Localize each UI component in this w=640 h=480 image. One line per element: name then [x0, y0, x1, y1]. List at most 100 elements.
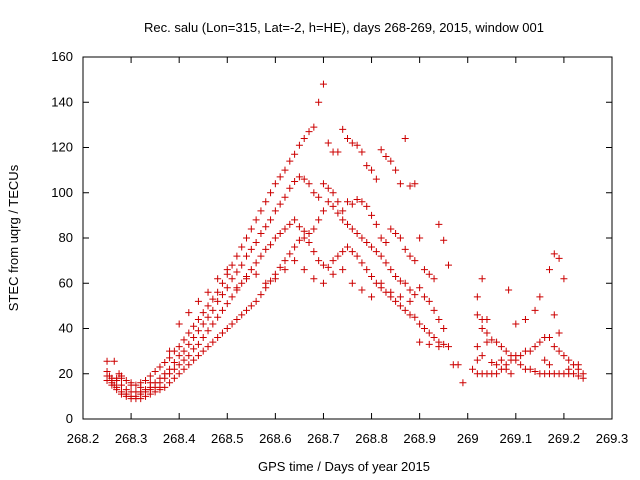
data-point: [228, 320, 236, 328]
data-point: [517, 352, 525, 360]
data-point: [142, 377, 150, 385]
data-point: [305, 180, 313, 188]
data-point: [348, 225, 356, 233]
data-point: [117, 374, 125, 382]
data-point: [315, 98, 323, 106]
data-point: [344, 220, 351, 228]
data-point: [358, 259, 366, 267]
y-tick-label: 80: [59, 230, 73, 245]
y-tick-label: 120: [51, 140, 73, 155]
data-point: [166, 354, 174, 362]
data-point: [368, 243, 376, 251]
data-point: [425, 297, 433, 305]
data-point: [300, 134, 308, 142]
data-point: [411, 291, 419, 299]
data-point: [545, 334, 553, 342]
data-point: [488, 336, 496, 344]
data-point: [276, 229, 284, 237]
data-point: [382, 259, 390, 267]
data-point: [401, 306, 409, 314]
data-point: [560, 352, 568, 360]
data-point: [310, 225, 318, 233]
data-point: [497, 356, 505, 364]
data-point: [223, 300, 231, 308]
data-point: [505, 286, 513, 294]
data-point: [339, 207, 347, 215]
data-point: [536, 293, 544, 301]
data-point: [204, 288, 212, 296]
data-point: [267, 216, 275, 224]
data-point: [319, 261, 327, 269]
data-point: [435, 315, 443, 323]
data-point: [252, 297, 260, 305]
data-point: [550, 311, 558, 319]
data-point: [243, 306, 251, 314]
y-tick-label: 140: [51, 94, 73, 109]
data-point: [541, 356, 549, 364]
data-point: [281, 166, 289, 174]
data-point: [324, 184, 332, 192]
data-point: [406, 182, 414, 190]
data-point: [204, 313, 212, 321]
data-point: [430, 275, 438, 283]
data-point: [190, 356, 198, 364]
x-tick-label: 268.5: [211, 431, 244, 446]
data-point: [401, 279, 409, 287]
data-point: [565, 365, 573, 373]
data-point: [209, 338, 217, 346]
data-point: [334, 198, 342, 206]
data-point: [291, 216, 299, 224]
data-point: [146, 372, 154, 380]
data-point: [238, 279, 246, 287]
data-point: [526, 365, 534, 373]
data-point: [411, 257, 419, 265]
data-point: [315, 193, 323, 201]
x-tick-label: 268.4: [163, 431, 196, 446]
data-point: [271, 275, 279, 283]
data-point: [295, 236, 303, 244]
data-point: [127, 379, 135, 387]
data-point: [228, 275, 236, 283]
x-tick-label: 269.2: [548, 431, 581, 446]
data-point: [267, 241, 275, 249]
data-point: [161, 358, 169, 366]
data-point: [103, 377, 111, 385]
data-point: [262, 223, 270, 231]
data-point: [238, 261, 246, 269]
x-axis-label: GPS time / Days of year 2015: [258, 459, 430, 474]
x-tick-label: 268.9: [403, 431, 436, 446]
data-point: [310, 123, 318, 131]
data-point: [252, 259, 260, 267]
x-tick-label: 269.1: [500, 431, 533, 446]
x-tick-label: 268.2: [67, 431, 100, 446]
data-point: [142, 392, 150, 400]
data-point: [348, 248, 356, 256]
data-point: [406, 286, 414, 294]
data-point: [358, 234, 366, 242]
data-point: [531, 306, 539, 314]
data-points: [103, 80, 587, 403]
data-point: [247, 266, 255, 274]
data-point: [156, 383, 164, 391]
data-point: [372, 175, 380, 183]
y-tick-label: 160: [51, 49, 73, 64]
y-tick-label: 40: [59, 321, 73, 336]
data-point: [507, 370, 515, 378]
data-point: [257, 252, 265, 260]
data-point: [521, 315, 529, 323]
data-point: [401, 134, 409, 142]
data-point: [368, 211, 376, 219]
y-tick-label: 100: [51, 185, 73, 200]
data-point: [199, 320, 207, 328]
data-point: [353, 229, 361, 237]
data-point: [305, 128, 313, 136]
data-point: [281, 266, 289, 274]
data-point: [339, 216, 347, 224]
data-point: [110, 357, 118, 365]
data-point: [185, 361, 193, 369]
data-point: [440, 236, 448, 244]
data-point: [151, 388, 159, 396]
y-axis-label: STEC from uqrg / TECUs: [6, 164, 21, 311]
data-point: [396, 277, 404, 285]
x-tick-label: 268.7: [307, 431, 340, 446]
